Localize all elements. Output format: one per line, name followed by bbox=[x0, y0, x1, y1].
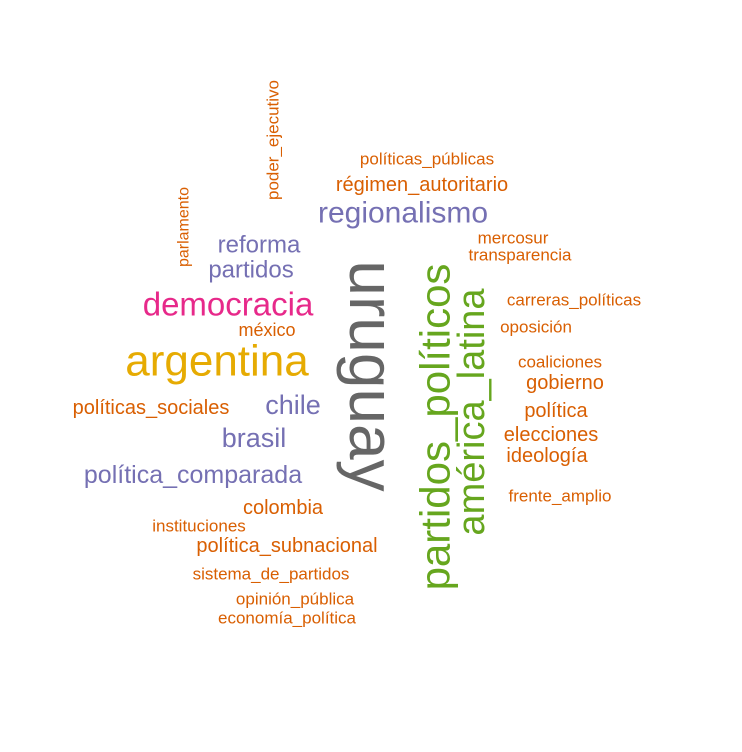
word-politica-comparada: política_comparada bbox=[84, 461, 302, 489]
word-carreras-politicas: carreras_políticas bbox=[507, 291, 641, 310]
word-gobierno: gobierno bbox=[526, 372, 604, 394]
word-uruguay: uruguay bbox=[336, 260, 408, 491]
word-argentina: argentina bbox=[125, 337, 309, 386]
word-chile: chile bbox=[265, 390, 321, 420]
word-parlamento: parlamento bbox=[176, 187, 193, 267]
word-mercosur: mercosur bbox=[478, 229, 549, 248]
word-oposicion: oposición bbox=[500, 318, 572, 337]
word-politicas-sociales: políticas_sociales bbox=[73, 397, 230, 419]
word-elecciones: elecciones bbox=[504, 424, 599, 446]
word-politica: política bbox=[524, 400, 588, 422]
word-america-latina: américa_latina bbox=[451, 288, 493, 536]
word-transparencia: transparencia bbox=[468, 246, 572, 265]
word-reforma: reforma bbox=[218, 232, 301, 259]
word-frente-amplio: frente_amplio bbox=[508, 487, 611, 506]
word-partidos: partidos bbox=[208, 257, 293, 284]
word-partidos-politicos: partidos_políticos bbox=[412, 264, 459, 591]
word-economia-politica: economía_política bbox=[218, 609, 357, 628]
word-democracia: democracia bbox=[143, 286, 314, 323]
word-poder-ejecutivo: poder_ejecutivo bbox=[264, 80, 283, 200]
word-mexico: méxico bbox=[238, 320, 295, 340]
word-colombia: colombia bbox=[243, 497, 324, 519]
word-regionalismo: regionalismo bbox=[318, 197, 488, 230]
word-politicas-publicas: políticas_públicas bbox=[360, 150, 494, 169]
word-brasil: brasil bbox=[222, 423, 287, 453]
word-politica-subnacional: política_subnacional bbox=[196, 535, 377, 557]
word-regimen-autoritario: régimen_autoritario bbox=[336, 174, 508, 196]
word-instituciones: instituciones bbox=[152, 517, 246, 536]
word-sistema-de-partidos: sistema_de_partidos bbox=[193, 565, 350, 584]
word-ideologia: ideología bbox=[506, 445, 588, 467]
word-opinion-publica: opinión_pública bbox=[236, 590, 355, 609]
word-coaliciones: coaliciones bbox=[518, 353, 602, 372]
